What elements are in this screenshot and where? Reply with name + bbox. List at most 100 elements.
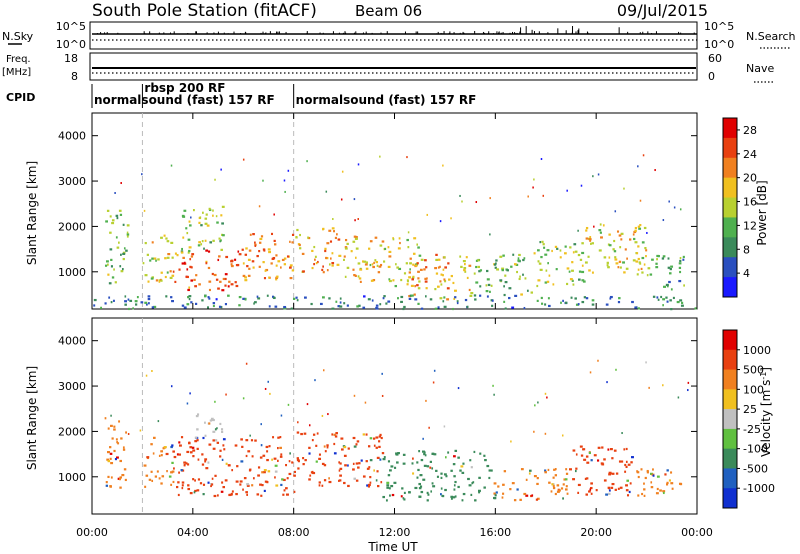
echo-cell [147,295,151,298]
echo-cell [572,449,576,452]
echo-cell [479,452,482,455]
echo-cell [188,286,191,289]
echo-cell [346,266,350,269]
echo-cell [440,493,442,496]
echo-cell [437,258,441,261]
echo-cell [212,430,216,433]
echo-cell [167,253,171,256]
echo-cell [399,241,401,245]
echo-cell [409,257,412,260]
echo-cell [629,482,632,485]
echo-cell [358,277,362,280]
echo-cell [344,246,348,249]
echo-cell [215,298,218,301]
echo-cell [185,227,188,230]
echo-cell [522,258,525,262]
echo-cell [632,233,635,236]
echo-cell [238,304,241,307]
echo-cell [189,451,193,454]
echo-cell [440,283,443,286]
echo-cell [169,270,172,273]
echo-cell [464,298,468,302]
echo-cell [228,280,231,283]
echo-cell [523,492,527,496]
echo-cell [450,274,453,278]
echo-cell [503,293,506,297]
echo-cell [444,266,448,269]
echo-cell [614,488,617,491]
echo-cell [554,245,558,248]
echo-cell [342,258,345,261]
echo-cell [244,253,248,256]
echo-cell [584,477,587,480]
echo-cell [330,257,332,260]
echo-cell [403,305,406,309]
echo-cell [122,257,125,261]
echo-cell [217,287,220,290]
colorbar-tick-label: -100 [743,443,768,456]
echo-cell [343,481,346,485]
echo-cell [423,268,426,271]
echo-cell [331,227,335,230]
echo-cell [119,459,123,463]
echo-cell [453,297,456,301]
echo-cell [280,266,282,269]
echo-cell [262,454,266,457]
echo-cell [574,250,578,253]
echo-cell [612,248,615,251]
echo-cell [641,271,644,274]
echo-cell [201,211,204,214]
power-ylabel: Slant Range [km] [25,161,39,265]
echo-cell [222,444,225,447]
echo-cell [387,300,391,303]
echo-cell [420,258,424,261]
echo-cell [321,462,325,466]
echo-cell [252,477,255,480]
echo-cell [145,303,148,306]
echo-cell [373,469,375,472]
echo-cell [164,257,167,260]
echo-cell [116,456,119,459]
echo-cell [405,262,408,265]
echo-cell [392,238,395,241]
echo-cell [224,277,227,281]
echo-cell [379,458,382,461]
echo-cell [221,205,225,208]
echo-cell [221,458,224,462]
echo-cell [288,472,292,476]
echo-cell [583,296,587,299]
echo-cell [400,495,403,498]
echo-cell [325,256,328,260]
echo-cell [525,478,528,481]
echo-cell [277,446,279,450]
echo-cell [336,432,338,435]
echo-cell [608,473,612,476]
echo-cell [221,222,224,225]
echo-cell [113,428,116,431]
echo-cell [328,263,331,266]
echo-cell [407,246,410,249]
echo-cell [352,468,355,471]
echo-cell [418,482,422,486]
echo-cell [484,458,487,462]
echo-cell [608,244,612,247]
echo-cell [187,288,190,292]
echo-cell [189,492,193,495]
echo-cell [304,296,307,299]
echo-cell [289,452,291,455]
echo-cell [386,486,390,489]
echo-cell [511,306,515,309]
echo-cell [607,266,610,269]
echo-cell [416,461,419,464]
echo-cell [339,467,343,470]
echo-cell [450,497,453,500]
echo-cell [191,446,195,449]
echo-cell [486,295,489,298]
echo-cell [186,303,190,306]
echo-cell [200,243,203,246]
echo-cell [296,228,299,232]
echo-cell [118,478,121,481]
echo-cell [400,300,403,304]
echo-cell [626,257,628,260]
echo-cell [495,259,498,262]
